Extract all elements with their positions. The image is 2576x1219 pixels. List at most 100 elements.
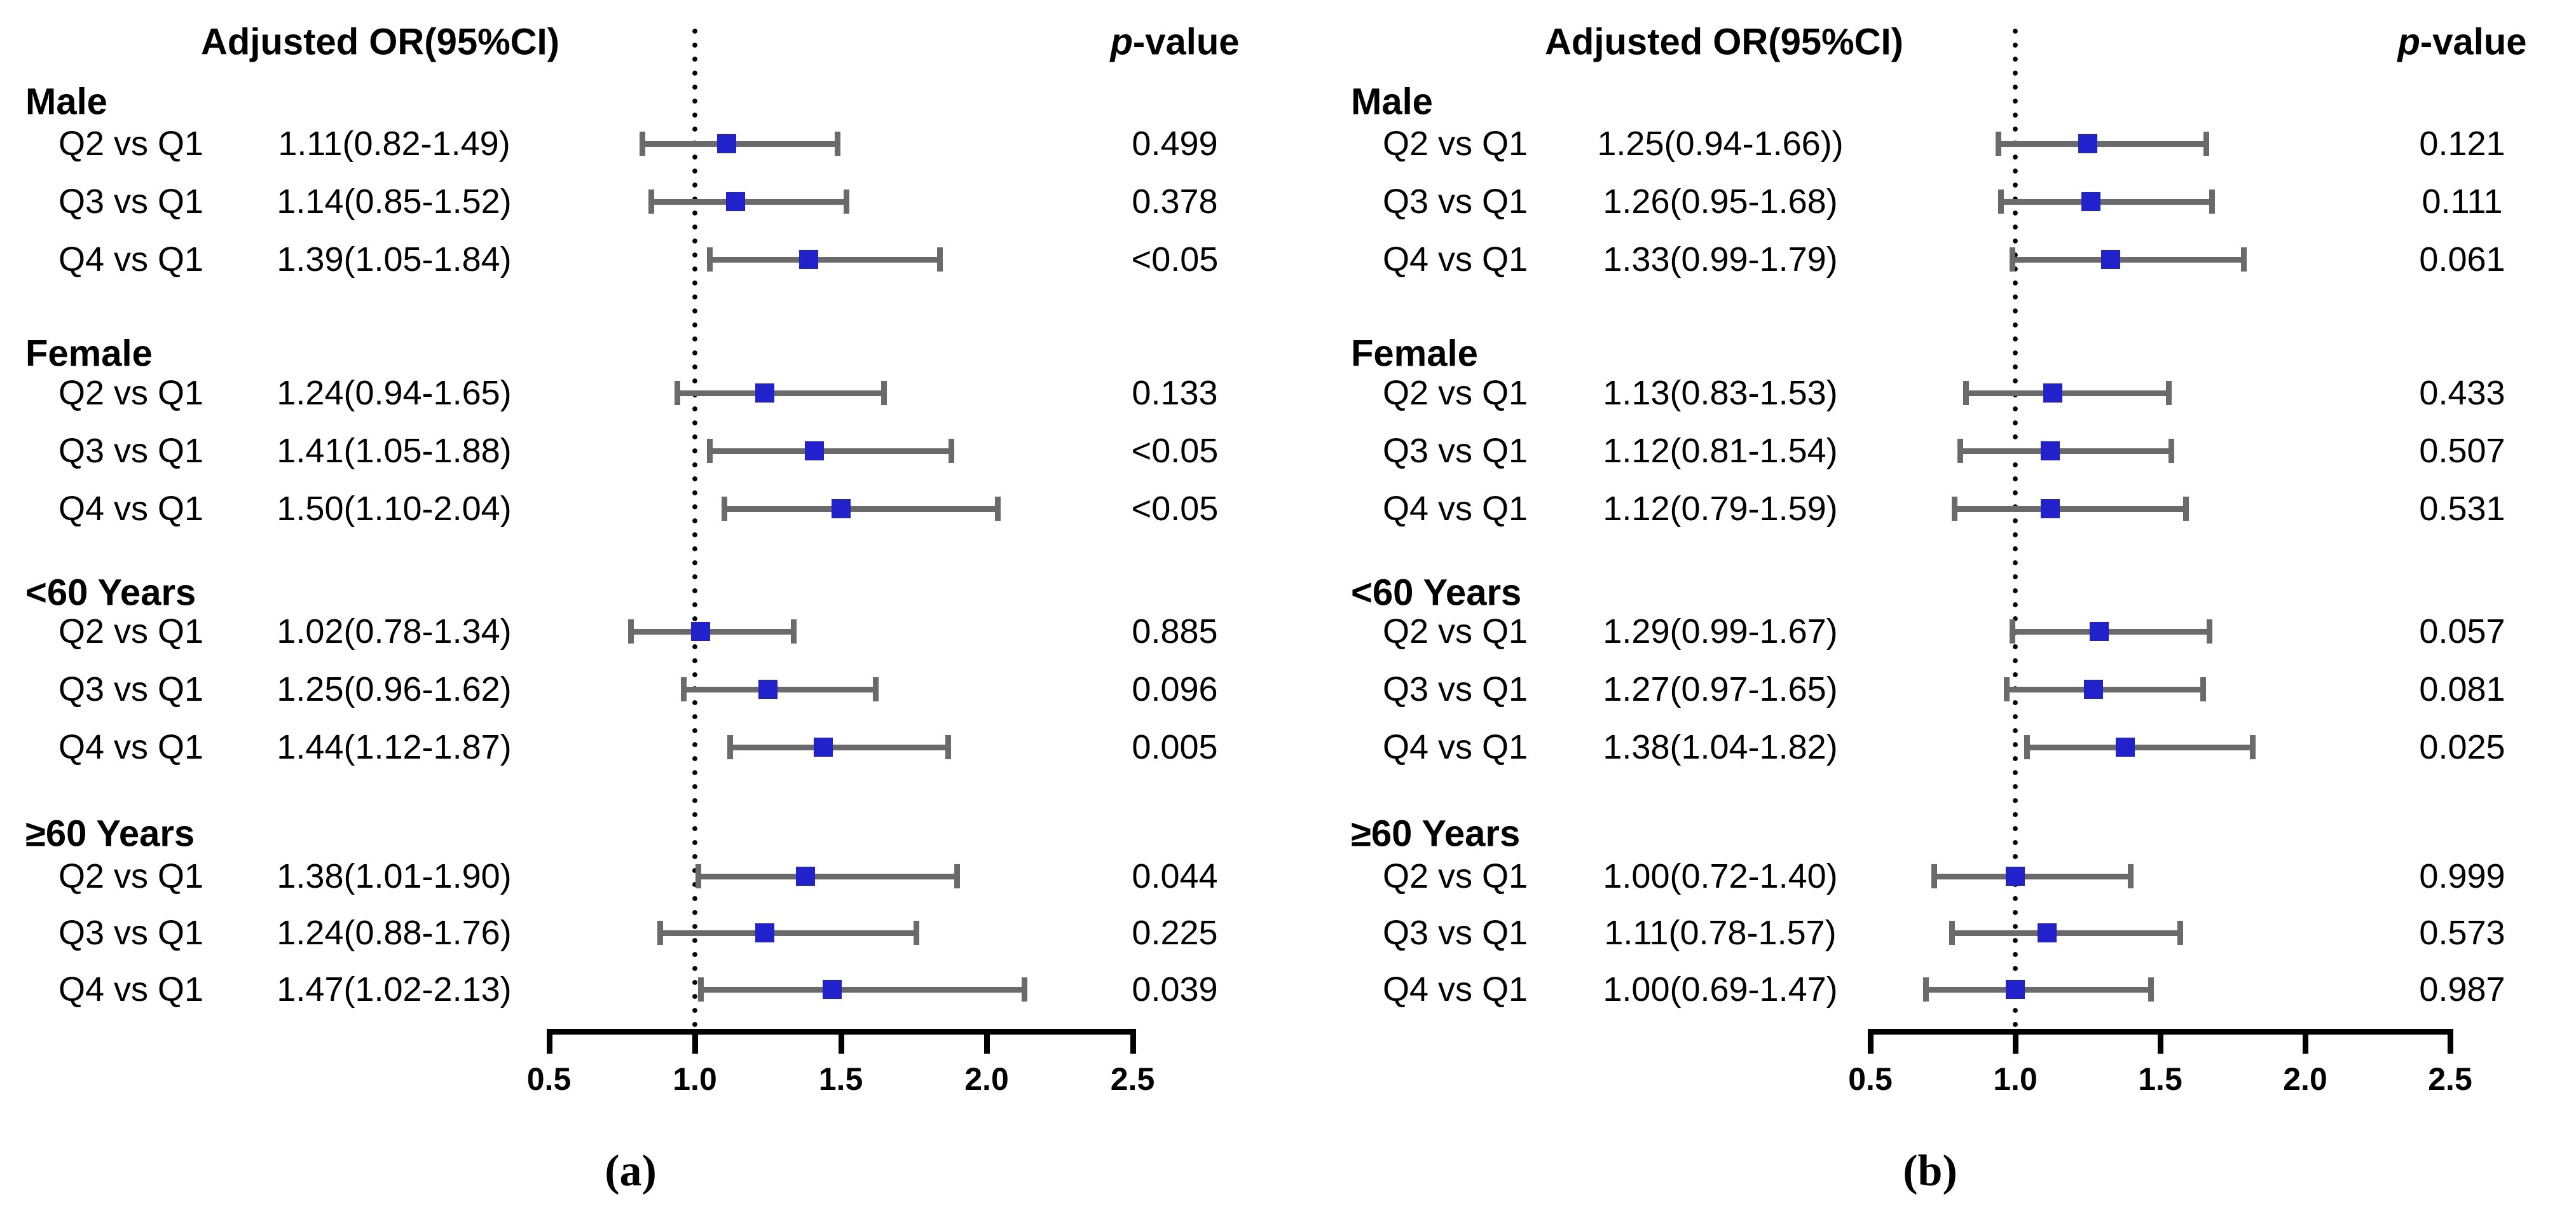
or-ci-text: 1.47(1.02-2.13) xyxy=(277,970,512,1009)
comparison-label: Q2 vs Q1 xyxy=(1383,612,1528,651)
comparison-label: Q4 vs Q1 xyxy=(1383,970,1528,1009)
ci-cap-right xyxy=(936,247,943,272)
ci-error-bar xyxy=(1925,987,2152,993)
ci-cap-right xyxy=(945,735,952,759)
ci-cap-right xyxy=(2168,439,2175,463)
ci-cap-right xyxy=(881,381,887,405)
or-point-marker xyxy=(799,250,818,269)
p-value-text: 0.005 xyxy=(1132,728,1218,766)
ci-cap-right xyxy=(872,677,879,701)
x-axis-tick-label: 2.5 xyxy=(2428,1061,2472,1097)
or-point-marker xyxy=(2090,622,2109,641)
or-ci-text: 1.25(0.94-1.66)) xyxy=(1597,125,1844,163)
or-point-marker xyxy=(2078,134,2097,153)
ci-error-bar xyxy=(631,629,795,635)
or-ci-text: 1.24(0.94-1.65) xyxy=(277,374,512,412)
or-ci-text: 1.33(0.99-1.79) xyxy=(1603,240,1838,279)
ci-cap-left xyxy=(2010,247,2016,272)
comparison-label: Q4 vs Q1 xyxy=(1383,728,1528,766)
or-ci-text: 1.44(1.12-1.87) xyxy=(277,728,512,766)
comparison-label: Q3 vs Q1 xyxy=(58,432,204,470)
x-axis-line xyxy=(546,1029,1136,1035)
or-ci-text: 1.38(1.01-1.90) xyxy=(277,857,512,895)
p-value-text: 0.081 xyxy=(2419,670,2505,708)
p-value-text: 0.433 xyxy=(2419,374,2505,412)
comparison-label: Q3 vs Q1 xyxy=(1383,914,1528,952)
p-value-text: 0.378 xyxy=(1132,183,1218,221)
x-axis-tick-label: 0.5 xyxy=(526,1061,572,1097)
x-axis-tick xyxy=(2013,1035,2018,1054)
ci-error-bar xyxy=(709,257,940,263)
or-ci-text: 1.12(0.79-1.59) xyxy=(1603,490,1838,528)
subgroup-label: Male xyxy=(1351,81,1433,123)
or-ci-text: 1.50(1.10-2.04) xyxy=(277,490,512,528)
or-point-marker xyxy=(2116,738,2135,757)
ci-error-bar xyxy=(1954,506,2187,512)
p-value-text: 0.044 xyxy=(1132,857,1218,895)
or-ci-text: 1.25(0.96-1.62) xyxy=(277,670,512,708)
ci-cap-left xyxy=(706,247,713,272)
or-ci-text: 1.11(0.82-1.49) xyxy=(278,125,510,163)
ci-error-bar xyxy=(642,141,838,147)
ci-error-bar xyxy=(2006,687,2204,692)
x-axis-tick xyxy=(838,1035,844,1054)
or-point-marker xyxy=(691,622,711,641)
or-ci-text: 1.00(0.72-1.40) xyxy=(1603,857,1838,895)
or-ci-text: 1.29(0.99-1.67) xyxy=(1603,612,1838,651)
or-point-marker xyxy=(822,980,842,999)
p-value-text: 0.133 xyxy=(1132,374,1218,412)
ci-cap-right xyxy=(2249,735,2256,759)
subgroup-label: Female xyxy=(1351,333,1478,375)
column-header-adjusted-or-b: Adjusted OR(95%CI) xyxy=(1545,21,1903,63)
x-axis-tick-label: 1.0 xyxy=(673,1061,717,1097)
column-header-adjusted-or-a: Adjusted OR(95%CI) xyxy=(201,21,559,63)
subgroup-label: <60 Years xyxy=(1351,572,1522,614)
ci-cap-right xyxy=(2203,132,2209,156)
comparison-label: Q4 vs Q1 xyxy=(58,970,204,1009)
x-axis-tick xyxy=(692,1035,698,1054)
x-axis-tick xyxy=(546,1035,552,1054)
comparison-label: Q3 vs Q1 xyxy=(1383,432,1528,470)
x-axis-tick-label: 2.5 xyxy=(1110,1061,1155,1097)
ci-cap-left xyxy=(706,439,713,463)
x-axis-tick xyxy=(2448,1035,2453,1054)
ci-cap-right xyxy=(948,439,954,463)
ci-cap-right xyxy=(2177,921,2183,945)
or-ci-text: 1.41(1.05-1.88) xyxy=(277,432,512,470)
ci-cap-right xyxy=(2209,189,2216,214)
comparison-label: Q2 vs Q1 xyxy=(1383,374,1528,412)
or-point-marker xyxy=(2084,680,2104,699)
x-axis-tick-label: 0.5 xyxy=(1848,1061,1893,1097)
or-point-marker xyxy=(2081,192,2100,211)
x-axis-tick-label: 1.5 xyxy=(2138,1061,2182,1097)
comparison-label: Q2 vs Q1 xyxy=(58,125,204,163)
x-axis-tick-label: 1.5 xyxy=(818,1061,863,1097)
ci-error-bar xyxy=(651,199,847,205)
or-point-marker xyxy=(726,192,746,211)
ci-cap-right xyxy=(2206,619,2212,644)
or-ci-text: 1.24(0.88-1.76) xyxy=(277,914,512,952)
or-point-marker xyxy=(796,867,816,886)
or-ci-text: 1.02(0.78-1.34) xyxy=(277,612,512,651)
comparison-label: Q2 vs Q1 xyxy=(1383,857,1528,895)
or-point-marker xyxy=(758,680,778,699)
ci-cap-right xyxy=(2128,864,2134,888)
or-point-marker xyxy=(2006,867,2025,886)
comparison-label: Q4 vs Q1 xyxy=(1383,490,1528,528)
subgroup-label: <60 Years xyxy=(25,572,196,614)
subgroup-label: Male xyxy=(25,81,107,123)
ci-cap-left xyxy=(1998,189,2004,214)
p-value-text: 0.057 xyxy=(2419,612,2505,651)
ci-cap-right xyxy=(2165,381,2172,405)
x-axis-tick xyxy=(1130,1035,1136,1054)
subgroup-label: Female xyxy=(25,333,153,375)
or-ci-text: 1.14(0.85-1.52) xyxy=(277,183,512,221)
comparison-label: Q2 vs Q1 xyxy=(58,374,204,412)
or-ci-text: 1.26(0.95-1.68) xyxy=(1603,183,1838,221)
or-ci-text: 1.27(0.97-1.65) xyxy=(1603,670,1838,708)
or-point-marker xyxy=(755,383,775,403)
ci-error-bar xyxy=(1960,448,2172,454)
ci-cap-left xyxy=(1931,864,1938,888)
or-ci-text: 1.13(0.83-1.53) xyxy=(1603,374,1838,412)
x-axis-tick xyxy=(984,1035,990,1054)
